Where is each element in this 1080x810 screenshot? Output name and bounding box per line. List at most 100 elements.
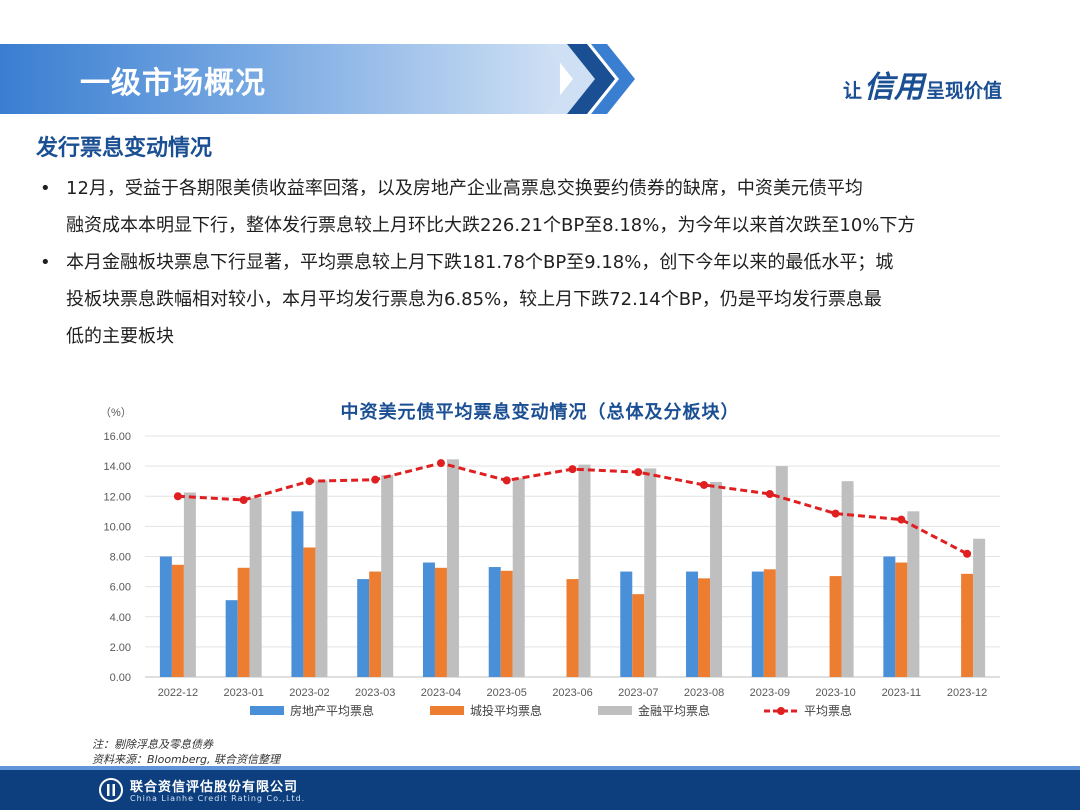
y-tick-label: 6.00: [110, 582, 131, 594]
source-text: 资料来源：Bloomberg, 联合资信整理: [92, 753, 281, 766]
bar-property: [686, 571, 699, 677]
footer-bar: [0, 770, 1080, 810]
bar-lgfv: [632, 594, 645, 677]
average-coupon-point: [239, 496, 248, 505]
chart-notes: 注：剔除浮息及零息债券 资料来源：Bloomberg, 联合资信整理: [92, 737, 280, 767]
bar-financial: [841, 481, 854, 677]
note-text: 注：剔除浮息及零息债券: [92, 738, 213, 751]
company-name-en: China Lianhe Credit Rating Co.,Ltd.: [130, 794, 306, 803]
legend-label: 金融平均票息: [638, 703, 710, 718]
bar-lgfv: [698, 578, 711, 677]
bar-property: [291, 511, 304, 677]
bar-financial: [315, 480, 328, 677]
bar-property: [620, 571, 633, 677]
x-tick-label: 2023-11: [882, 687, 922, 699]
bar-property: [159, 556, 172, 677]
bar-financial: [710, 481, 723, 677]
bar-property: [422, 562, 435, 677]
y-tick-label: 8.00: [110, 552, 131, 564]
y-tick-label: 2.00: [110, 642, 131, 654]
company-logo-icon: [99, 778, 123, 802]
bar-property: [225, 600, 238, 677]
bullet-item: • 12月，受益于各期限美债收益率回落，以及房地产企业高票息交换要约债券的缺席，…: [36, 170, 1026, 244]
bullet-line: 本月金融板块票息下行显著，平均票息较上月下跌181.78个BP至9.18%，创下…: [66, 252, 894, 273]
x-tick-label: 2023-07: [618, 687, 658, 699]
x-tick-label: 2023-03: [355, 687, 395, 699]
x-tick-label: 2023-12: [947, 687, 987, 699]
bar-financial: [644, 468, 657, 677]
bar-lgfv: [566, 579, 579, 677]
chevron-decoration-icon: [545, 44, 635, 114]
bullet-line: 12月，受益于各期限美债收益率回落，以及房地产企业高票息交换要约债券的缺席，中资…: [66, 178, 863, 199]
y-tick-label: 0.00: [110, 672, 131, 684]
slogan-suffix: 呈现价值: [925, 80, 1002, 102]
company-name-cn: 联合资信评估股份有限公司: [130, 780, 299, 795]
average-coupon-point: [436, 459, 445, 468]
bar-lgfv: [829, 576, 842, 677]
y-tick-label: 14.00: [103, 461, 131, 473]
y-tick-label: 12.00: [103, 491, 131, 503]
average-coupon-point: [700, 480, 709, 489]
coupon-chart: （%） 0.00 2.00 4.00 6.00 8.00 10.00 12.00 14.00 16…: [100, 406, 1000, 718]
bar-financial: [578, 464, 591, 677]
average-coupon-point: [897, 515, 906, 524]
bullet-marker: •: [40, 252, 51, 273]
x-tick-label: 2022-12: [158, 687, 198, 699]
bar-lgfv: [961, 573, 974, 677]
average-coupon-point: [634, 468, 643, 477]
y-tick-label: 16.00: [103, 431, 131, 443]
section-title: 发行票息变动情况: [36, 136, 213, 161]
bar-lgfv: [369, 571, 382, 677]
average-coupon-point: [371, 475, 380, 484]
page-title: 一级市场概况: [80, 66, 266, 101]
bullet-list: • 12月，受益于各期限美债收益率回落，以及房地产企业高票息交换要约债券的缺席，…: [36, 170, 1026, 355]
legend-swatch: [250, 706, 284, 715]
bar-lgfv: [763, 569, 776, 677]
x-tick-label: 2023-02: [289, 687, 329, 699]
average-coupon-point: [305, 477, 314, 486]
average-coupon-point: [568, 465, 577, 474]
slogan-prefix: 让: [842, 80, 862, 102]
bar-financial: [775, 466, 788, 677]
legend-marker: [777, 707, 785, 715]
x-tick-label: 2023-08: [684, 687, 724, 699]
bar-property: [883, 556, 896, 677]
chart-title: 中资美元债平均票息变动情况（总体及分板块）: [340, 402, 740, 423]
bullet-line: 投板块票息跌幅相对较小，本月平均发行票息为6.85%，较上月下跌72.14个BP…: [66, 289, 882, 310]
bullet-item: • 本月金融板块票息下行显著，平均票息较上月下跌181.78个BP至9.18%，…: [36, 244, 1026, 355]
bar-financial: [907, 511, 920, 677]
footer-stripe: [0, 766, 1080, 770]
legend-label: 房地产平均票息: [290, 703, 374, 718]
slogan: 让信用 呈现价值: [843, 62, 1002, 106]
bullet-marker: •: [40, 178, 51, 199]
bar-property: [357, 579, 370, 677]
x-tick-label: 2023-09: [750, 687, 790, 699]
average-coupon-point: [502, 476, 511, 485]
bar-financial: [249, 497, 262, 677]
y-axis-unit: （%）: [100, 406, 132, 419]
legend-label: 平均票息: [804, 703, 852, 718]
average-coupon-point: [831, 509, 840, 518]
title-banner: [0, 44, 560, 114]
average-coupon-point: [173, 492, 182, 501]
bar-lgfv: [303, 547, 316, 677]
bar-property: [751, 571, 764, 677]
bar-lgfv: [895, 562, 908, 677]
x-tick-label: 2023-01: [223, 687, 263, 699]
bar-lgfv: [500, 570, 513, 677]
bar-financial: [512, 478, 525, 677]
bar-financial: [381, 475, 394, 677]
bar-lgfv: [434, 567, 447, 677]
legend-swatch: [430, 706, 464, 715]
y-tick-label: 4.00: [110, 612, 131, 624]
bullet-line: 融资成本本明显下行，整体发行票息较上月环比大跌226.21个BP至8.18%，为…: [66, 215, 916, 236]
y-tick-label: 10.00: [103, 521, 131, 533]
x-tick-label: 2023-06: [552, 687, 592, 699]
bar-lgfv: [171, 564, 184, 677]
bar-property: [488, 567, 501, 677]
average-coupon-point: [963, 549, 972, 558]
bar-financial: [973, 538, 986, 677]
legend-label: 城投平均票息: [470, 703, 542, 718]
bar-financial: [183, 492, 196, 677]
average-coupon-point: [765, 489, 774, 498]
